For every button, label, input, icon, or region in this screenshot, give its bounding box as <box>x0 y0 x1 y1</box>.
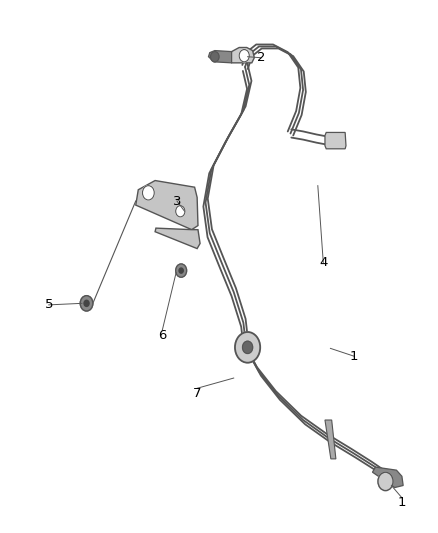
Circle shape <box>84 300 89 306</box>
Circle shape <box>179 268 183 273</box>
Text: 7: 7 <box>193 387 201 400</box>
Circle shape <box>211 52 219 62</box>
Polygon shape <box>155 228 200 248</box>
Circle shape <box>378 472 393 490</box>
Polygon shape <box>208 51 232 63</box>
Circle shape <box>142 185 154 200</box>
Polygon shape <box>372 467 403 488</box>
Text: 4: 4 <box>319 256 328 269</box>
Circle shape <box>176 264 187 277</box>
Text: 2: 2 <box>257 51 265 64</box>
Text: 1: 1 <box>398 496 406 510</box>
Circle shape <box>80 296 93 311</box>
Polygon shape <box>325 420 336 459</box>
Polygon shape <box>325 132 346 149</box>
Text: 3: 3 <box>173 195 181 207</box>
Circle shape <box>243 341 253 353</box>
Circle shape <box>176 206 185 217</box>
Circle shape <box>235 332 260 362</box>
Polygon shape <box>136 181 198 230</box>
Text: 5: 5 <box>44 298 53 311</box>
Polygon shape <box>230 47 254 63</box>
Circle shape <box>239 50 249 62</box>
Text: 6: 6 <box>158 329 166 342</box>
Text: 1: 1 <box>349 350 358 362</box>
